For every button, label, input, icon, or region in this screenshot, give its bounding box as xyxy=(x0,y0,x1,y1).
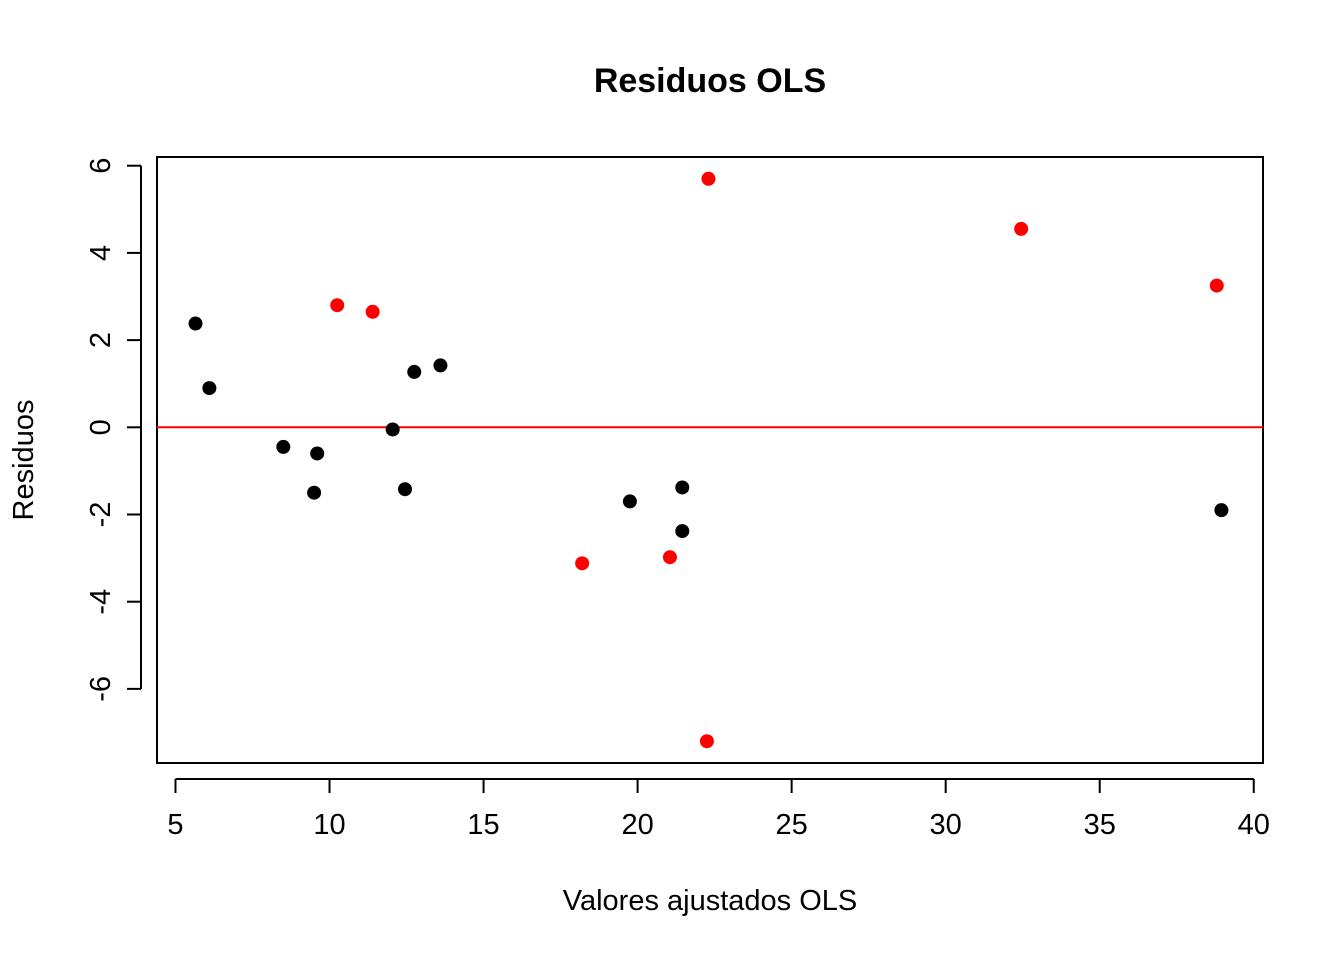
y-tick-label: -4 xyxy=(85,589,117,615)
x-tick-label: 5 xyxy=(167,809,183,841)
x-tick-label: 20 xyxy=(621,809,653,841)
x-tick-label: 25 xyxy=(776,809,808,841)
data-point xyxy=(699,734,714,749)
y-tick-label: -2 xyxy=(85,502,117,528)
data-point xyxy=(188,316,203,331)
y-tick-label: 2 xyxy=(85,332,117,348)
y-tick-label: 0 xyxy=(85,419,117,435)
data-point xyxy=(385,422,400,437)
x-tick-label: 40 xyxy=(1238,809,1270,841)
y-axis-label: Residuos xyxy=(8,400,40,521)
data-point xyxy=(701,171,716,186)
y-axis: -6 -4 -2 0 2 4 6 xyxy=(85,158,142,702)
data-point xyxy=(675,524,690,539)
x-tick-label: 30 xyxy=(930,809,962,841)
data-point xyxy=(662,550,677,565)
x-axis-label: Valores ajustados OLS xyxy=(563,885,857,917)
data-point xyxy=(1014,221,1029,236)
data-points xyxy=(188,171,1229,749)
data-point xyxy=(330,298,345,313)
x-tick-label: 35 xyxy=(1084,809,1116,841)
data-point xyxy=(202,381,217,396)
y-tick-label: 6 xyxy=(85,158,117,174)
data-point xyxy=(307,485,322,500)
data-point xyxy=(622,494,637,509)
data-point xyxy=(433,358,448,373)
data-point xyxy=(398,482,413,497)
data-point xyxy=(575,556,590,571)
y-tick-label: -6 xyxy=(85,676,117,702)
data-point xyxy=(310,446,325,461)
data-point xyxy=(1214,503,1229,518)
data-point xyxy=(675,480,690,495)
plot-frame xyxy=(156,156,1264,764)
y-tick-label: 4 xyxy=(85,245,117,261)
x-axis: 5 10 15 20 25 30 35 40 xyxy=(167,778,1270,841)
data-point xyxy=(276,439,291,454)
data-point xyxy=(1209,278,1224,293)
x-tick-label: 10 xyxy=(313,809,345,841)
data-point xyxy=(407,364,422,379)
chart-title: Residuos OLS xyxy=(594,62,826,100)
data-point xyxy=(365,304,380,319)
x-tick-label: 15 xyxy=(467,809,499,841)
